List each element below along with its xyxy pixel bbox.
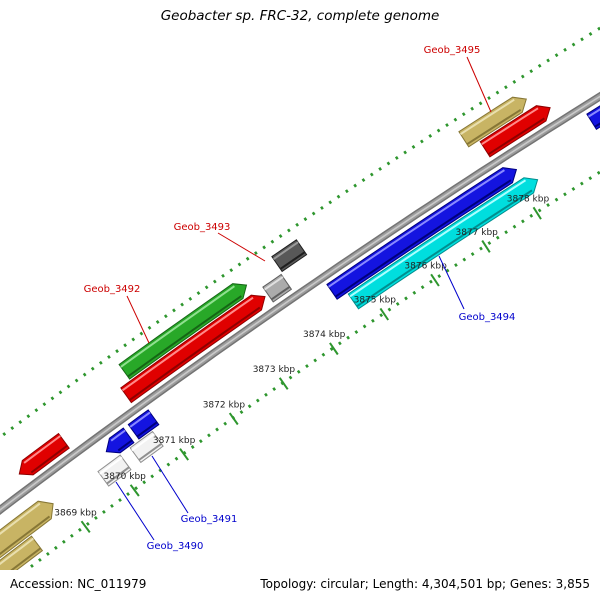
leader-line-Geob_3493 [217,232,266,262]
ruler-label: 3872 kbp [203,400,246,410]
kbp-tick [379,307,390,321]
gene-cds-a-shadow [0,515,51,556]
kbp-tick [80,520,91,533]
leader-line-Geob_3492 [126,295,150,344]
gene-Geob_3491[interactable] [129,430,164,464]
gene-Geob_3493-shadow [279,251,306,270]
ruler-label: 3871 kbp [153,436,196,446]
gene-cds-i-highlight [459,98,515,136]
leader-line-Geob_3494 [438,255,465,310]
feature-label-Geob_3493[interactable]: Geob_3493 [174,222,231,233]
gene-Geob_3495-highlight [481,107,539,146]
gene-cds-h-highlight [328,169,505,288]
gene-Geob_3494-shadow [356,189,533,308]
gene-cds-i[interactable] [458,96,527,148]
gene-cds-h[interactable] [326,167,518,300]
gene-cds-b-shadow [0,547,42,581]
feature-label-Geob_3492[interactable]: Geob_3492 [84,284,141,295]
ruler-label: 3874 kbp [303,330,346,340]
kbp-tick [329,342,339,356]
gene-Geob_3492[interactable] [118,283,248,380]
ruler-label: 3873 kbp [253,365,296,375]
ruler-label: 3876 kbp [404,262,447,272]
leader-line-Geob_3490 [115,481,155,541]
gene-cds-e[interactable] [127,409,160,440]
status-details: Topology: circular; Length: 4,304,501 bp… [260,576,590,591]
gene-cds-i-shadow [466,108,522,146]
gene-cds-g-shadow [270,285,291,301]
gene-Geob_3490-shadow [106,466,130,485]
gene-Geob_3490[interactable] [97,454,132,487]
gene-cds-d-shadow [117,439,133,452]
gene-cds-c-shadow [30,444,68,474]
gene-cds-a-highlight [0,502,41,536]
status-accession: Accession: NC_011979 [10,576,147,591]
map-title: Geobacter sp. FRC-32, complete genome [160,8,440,24]
kbp-tick [278,377,289,390]
feature-label-Geob_3494[interactable]: Geob_3494 [459,312,516,323]
ruler-label: 3878 kbp [507,194,550,204]
feature-label-Geob_3491[interactable]: Geob_3491 [181,514,238,525]
gene-cds-h-shadow [334,179,512,298]
gene-cds-c[interactable] [18,432,70,476]
backbone-highlight [0,95,600,511]
gene-Geob_3491-shadow [138,442,162,461]
ruler-label: 3869 kbp [54,509,97,519]
gene-cds-d-highlight [110,429,126,442]
gene-Geob_3494[interactable] [347,177,539,310]
kbp-tick [532,206,542,220]
kbp-tick [228,412,239,426]
leader-line-Geob_3495 [466,56,492,113]
gene-cds-j-highlight [587,108,600,118]
leader-line-Geob_3491 [151,455,189,514]
upper-tick-ring [0,26,600,440]
status-bar: Accession: NC_011979 Topology: circular;… [0,570,600,600]
gene-cds-e-shadow [136,421,158,438]
feature-label-Geob_3495[interactable]: Geob_3495 [424,45,481,56]
gene-Geob_3495[interactable] [479,105,551,158]
gene-cds-f-shadow [129,306,261,401]
gene-cds-d[interactable] [105,427,135,454]
gene-Geob_3493-highlight [273,241,299,260]
gene-cds-c-highlight [23,435,61,464]
gene-Geob_3494-highlight [349,179,527,298]
ruler-label: 3875 kbp [354,296,397,306]
gene-Geob_3492-highlight [120,285,235,368]
kbp-tick [481,240,491,253]
ruler-label: 3870 kbp [103,472,146,482]
kbp-tick [129,484,140,497]
gene-cds-b-highlight [0,537,34,566]
gene-cds-f[interactable] [120,294,266,404]
gene-cds-g[interactable] [262,273,293,303]
gene-cds-e-highlight [129,411,151,428]
feature-label-Geob_3490[interactable]: Geob_3490 [147,541,204,552]
gene-Geob_3490-highlight [99,456,123,475]
kbp-tick [179,448,190,461]
gene-Geob_3495-shadow [487,117,545,156]
kbp-tick [430,273,440,287]
gene-Geob_3492-shadow [127,295,242,378]
gene-Geob_3493[interactable] [271,239,308,273]
ruler-label: 3877 kbp [455,228,498,238]
gene-cds-f-highlight [121,296,254,392]
gene-Geob_3491-highlight [131,433,155,452]
gene-cds-g-highlight [264,276,284,291]
